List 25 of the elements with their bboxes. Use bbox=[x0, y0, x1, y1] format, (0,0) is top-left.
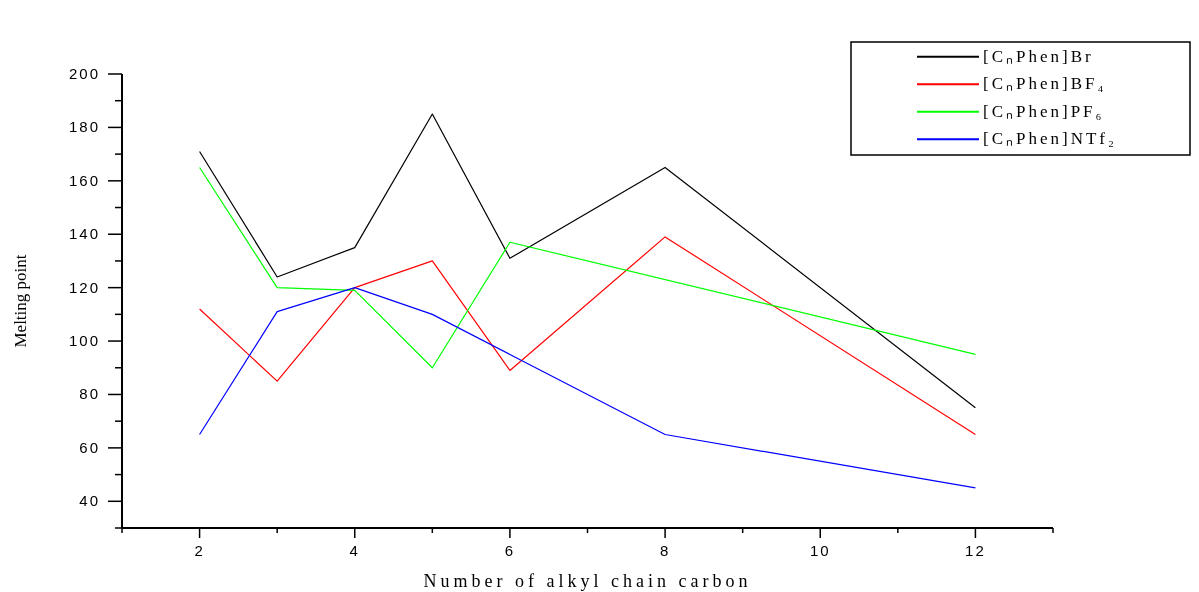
y-tick-label: 200 bbox=[68, 65, 100, 82]
x-axis-title: Number of alkyl chain carbon bbox=[423, 571, 752, 591]
line-series bbox=[198, 166, 977, 369]
legend-label: [CₙPhen]Br bbox=[983, 46, 1094, 66]
legend-label: [CₙPhen]PF₆ bbox=[983, 101, 1105, 121]
y-tick-label: 60 bbox=[79, 438, 100, 456]
x-tick-label: 6 bbox=[504, 542, 516, 559]
y-axis-title: Melting point bbox=[11, 254, 30, 348]
x-tick-label: 8 bbox=[659, 542, 671, 559]
line-series bbox=[198, 287, 977, 489]
legend-label: [CₙPhen]NTf₂ bbox=[983, 129, 1117, 149]
line-series bbox=[198, 113, 977, 409]
y-tick-label: 100 bbox=[68, 332, 100, 350]
x-tick-label: 2 bbox=[194, 542, 205, 559]
legend-label: [CₙPhen]BF₄ bbox=[983, 74, 1107, 94]
y-tick-label: 160 bbox=[68, 171, 100, 189]
x-tick-label: 12 bbox=[965, 542, 986, 559]
y-tick-label: 140 bbox=[68, 225, 100, 243]
y-tick-label: 120 bbox=[68, 278, 100, 296]
y-tick-label: 40 bbox=[79, 492, 100, 510]
x-tick-label: 10 bbox=[809, 542, 831, 559]
line-series bbox=[198, 236, 977, 436]
x-tick-label: 4 bbox=[349, 542, 360, 559]
y-tick-label: 80 bbox=[79, 385, 100, 403]
y-tick-label: 180 bbox=[68, 118, 100, 136]
